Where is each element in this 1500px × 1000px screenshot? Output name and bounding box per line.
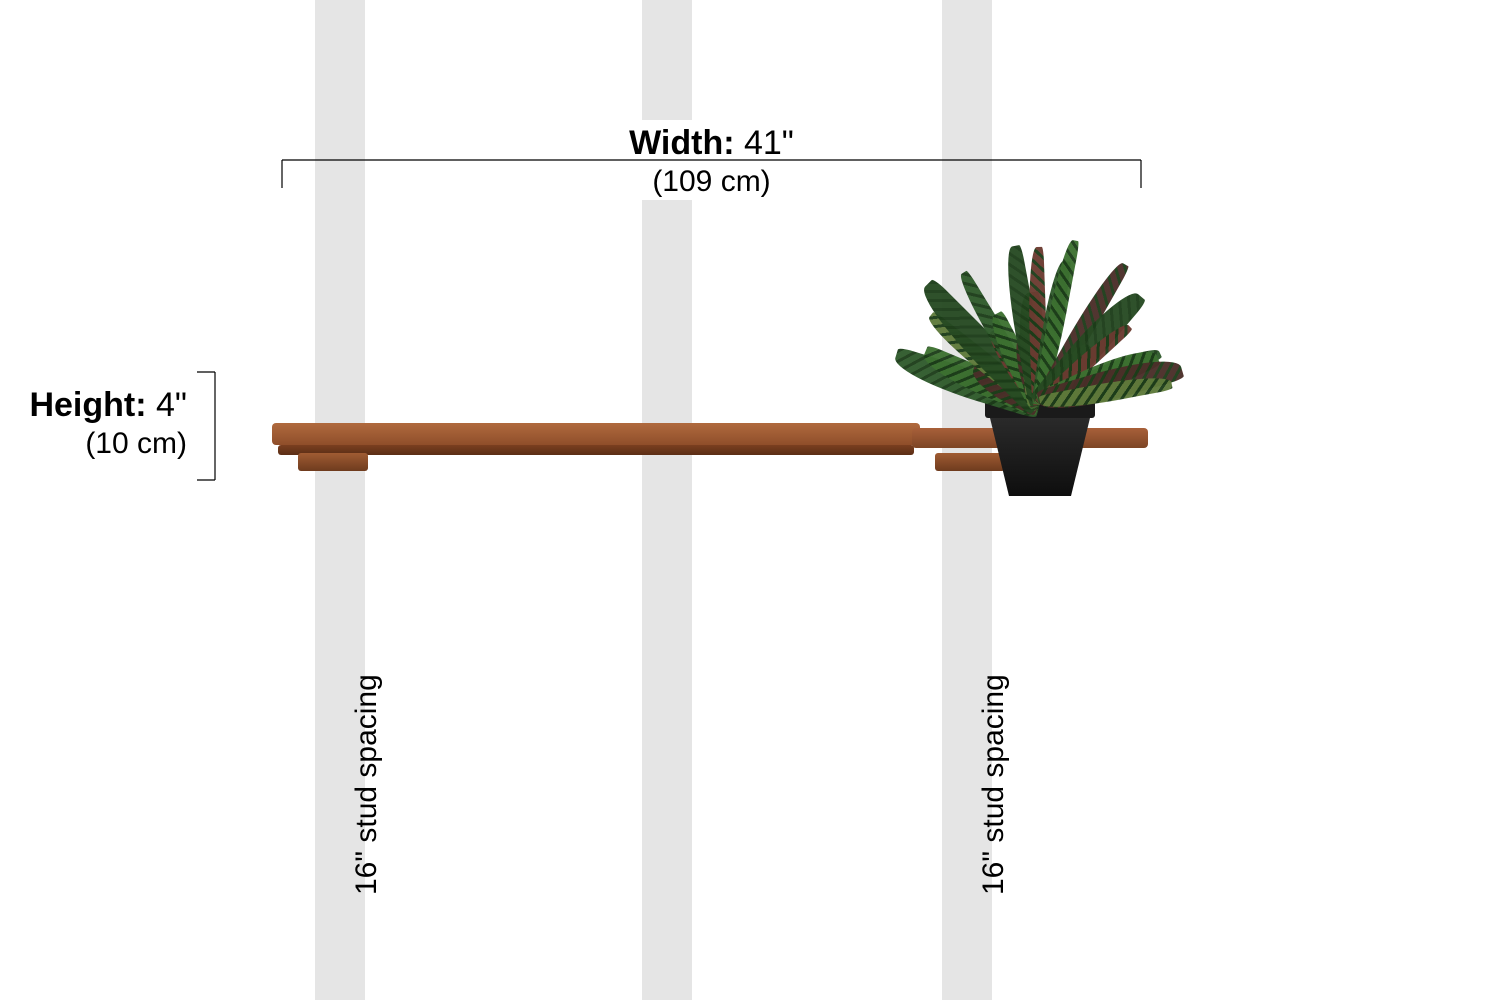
plant-icon [0,0,1500,1000]
